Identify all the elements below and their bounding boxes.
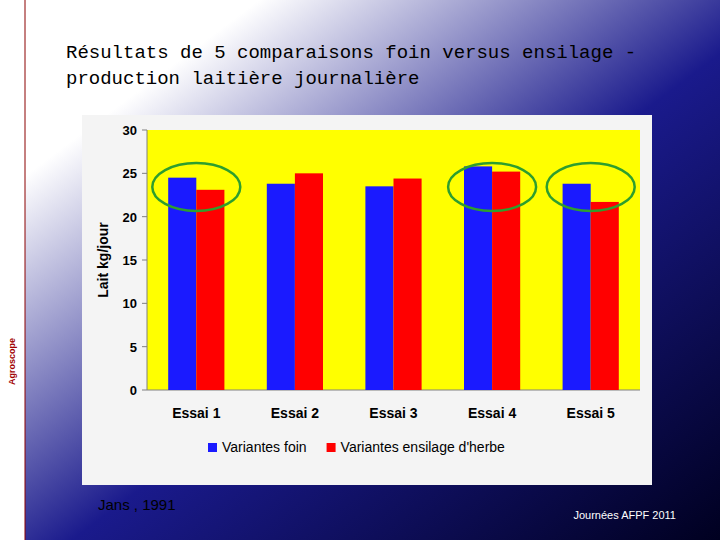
bars xyxy=(168,166,619,390)
x-tick-label: Essai 3 xyxy=(369,405,417,421)
y-tick xyxy=(142,303,147,304)
bar xyxy=(365,186,393,390)
y-tick-label: 25 xyxy=(123,166,137,181)
side-line xyxy=(25,0,26,540)
logo: Agroscope xyxy=(7,338,17,385)
bar xyxy=(492,172,520,390)
background xyxy=(0,0,720,540)
x-tick-label: Essai 5 xyxy=(567,405,615,421)
y-tick xyxy=(142,216,147,217)
y-axis-label: Lait kg/jour xyxy=(95,222,111,298)
x-tick-label: Essai 2 xyxy=(271,405,319,421)
highlight xyxy=(448,163,536,211)
legend-label: Variantes ensilage d'herbe xyxy=(341,439,506,455)
title: Résultats de 5 comparaisons foin versus … xyxy=(66,40,666,92)
y-tick-label: 0 xyxy=(130,383,137,398)
y-tick-label: 20 xyxy=(123,210,137,225)
side-band xyxy=(0,0,25,540)
bar xyxy=(563,184,591,390)
y-tick xyxy=(142,173,147,174)
y-tick-label: 30 xyxy=(123,123,137,138)
bar xyxy=(196,190,224,390)
bar xyxy=(267,184,295,390)
slide: Agroscope Résultats de 5 comparaisons foi… xyxy=(0,0,720,540)
y-tick-label: 15 xyxy=(123,253,137,268)
legend-swatch xyxy=(208,443,217,452)
bar xyxy=(591,202,619,390)
highlight xyxy=(152,163,240,211)
legend-swatch xyxy=(327,443,336,452)
plot-area xyxy=(147,130,640,390)
bar xyxy=(394,179,422,390)
chart-area xyxy=(82,115,652,485)
footer: Journées AFPF 2011 xyxy=(573,509,676,521)
y-tick xyxy=(142,346,147,347)
title-box: Résultats de 5 comparaisons foin versus … xyxy=(66,40,676,110)
x-tick-label: Essai 4 xyxy=(468,405,516,421)
y-tick xyxy=(142,260,147,261)
legend-label: Variantes foin xyxy=(222,439,307,455)
bar xyxy=(464,166,492,390)
source: Jans , 1991 xyxy=(98,496,176,513)
y-tick xyxy=(142,390,147,391)
y-tick-label: 5 xyxy=(130,340,137,355)
bar xyxy=(295,173,323,390)
y-tick xyxy=(142,130,147,131)
x-tick-label: Essai 1 xyxy=(172,405,220,421)
y-tick-label: 10 xyxy=(123,296,137,311)
highlight xyxy=(547,163,635,211)
